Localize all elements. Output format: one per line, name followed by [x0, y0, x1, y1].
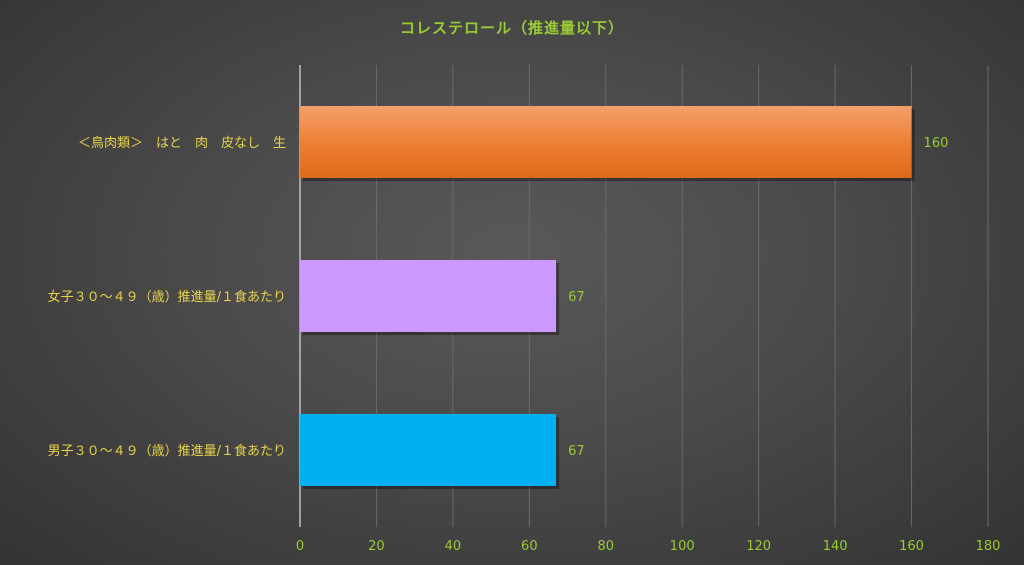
- x-tick-label: 140: [823, 539, 848, 554]
- chart-title: コレステロール（推進量以下）: [399, 19, 624, 37]
- x-tick-label: 20: [368, 539, 385, 554]
- bar[interactable]: [300, 260, 557, 332]
- category-label: 男子３０～４９（歳）推進量/１食あたり: [48, 443, 286, 459]
- bar[interactable]: [300, 414, 557, 486]
- data-label: 160: [924, 136, 949, 151]
- x-tick-label: 0: [296, 539, 304, 554]
- category-label: ＜鳥肉類＞ はと 肉 皮なし 生: [78, 136, 286, 151]
- x-tick-label: 60: [521, 539, 538, 554]
- x-tick-label: 40: [445, 539, 462, 554]
- x-tick-label: 180: [976, 539, 1001, 554]
- data-label: 67: [568, 290, 585, 305]
- x-tick-label: 160: [899, 539, 924, 554]
- x-tick-label: 100: [670, 539, 695, 554]
- bar[interactable]: [300, 106, 912, 178]
- category-label: 女子３０～４９（歳）推進量/１食あたり: [48, 289, 286, 305]
- x-tick-label: 80: [598, 539, 615, 554]
- data-label: 67: [568, 444, 585, 459]
- x-tick-label: 120: [746, 539, 771, 554]
